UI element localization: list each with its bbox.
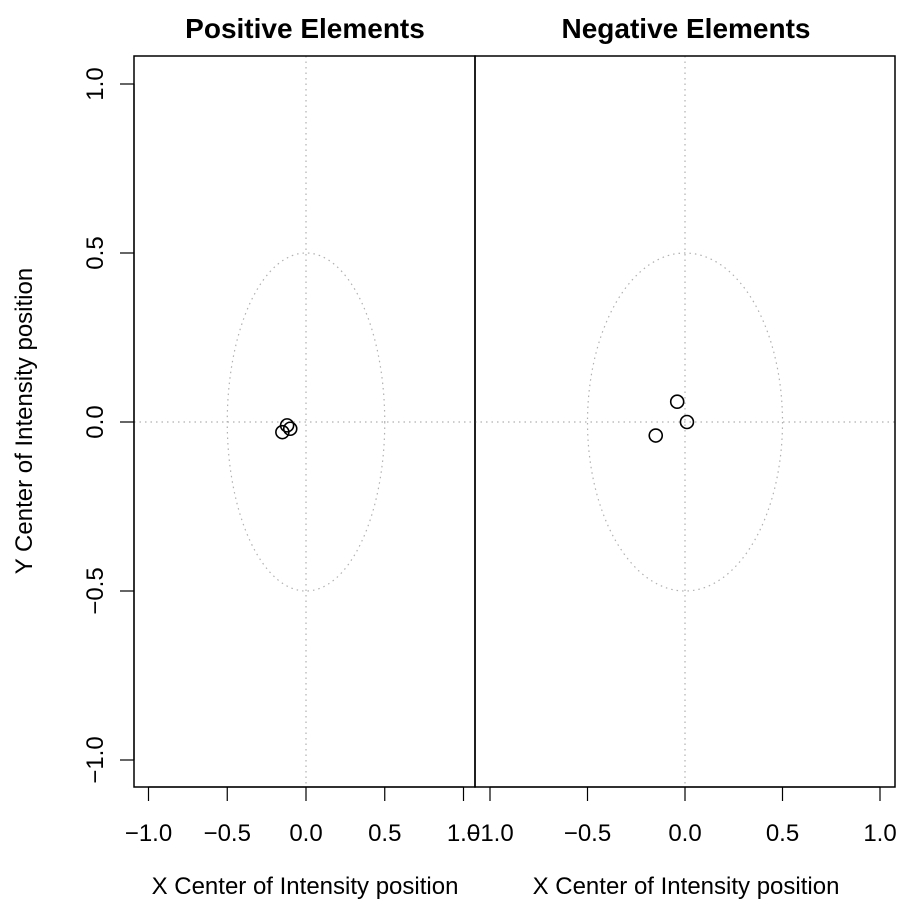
y-axis-label: Y Center of Intensity position — [11, 268, 38, 574]
y-tick-label: −1.0 — [82, 736, 109, 783]
y-tick-label: 0.0 — [82, 405, 109, 438]
x-tick-label: −0.5 — [204, 820, 251, 847]
y-tick-label: −0.5 — [82, 567, 109, 614]
x-tick-label: 0.5 — [766, 820, 799, 847]
panel-title: Positive Elements — [185, 13, 425, 44]
x-tick-label: 1.0 — [447, 820, 480, 847]
x-axis-label: X Center of Intensity position — [533, 873, 840, 900]
panel-title: Negative Elements — [562, 13, 811, 44]
scatter-point — [279, 418, 295, 433]
x-tick-label: 1.0 — [863, 820, 896, 847]
y-tick-label: 1.0 — [82, 67, 109, 100]
x-tick-label: −1.0 — [466, 820, 513, 847]
x-tick-label: 0.0 — [289, 820, 322, 847]
x-axis-label: X Center of Intensity position — [152, 873, 459, 900]
panel-negative-elements: Negative Elements −1.0 −0.5 0.0 0.5 1.0 X Ce… — [466, 13, 896, 900]
scatter-point — [679, 414, 695, 430]
panel-positive-elements: Positive Elements −1.0 −0.5 0.0 0.5 1.0 −1.0… — [11, 13, 480, 900]
x-tick-label: −0.5 — [564, 820, 611, 847]
x-tick-label: 0.5 — [368, 820, 401, 847]
scatter-point — [282, 421, 298, 437]
scatter-point — [669, 394, 685, 410]
x-tick-label: 0.0 — [668, 820, 701, 847]
x-tick-label: −1.0 — [125, 820, 172, 847]
reference-ellipse — [226, 252, 386, 592]
reference-ellipse — [586, 252, 784, 592]
scatter-point — [648, 428, 664, 443]
y-tick-label: 0.5 — [82, 236, 109, 269]
